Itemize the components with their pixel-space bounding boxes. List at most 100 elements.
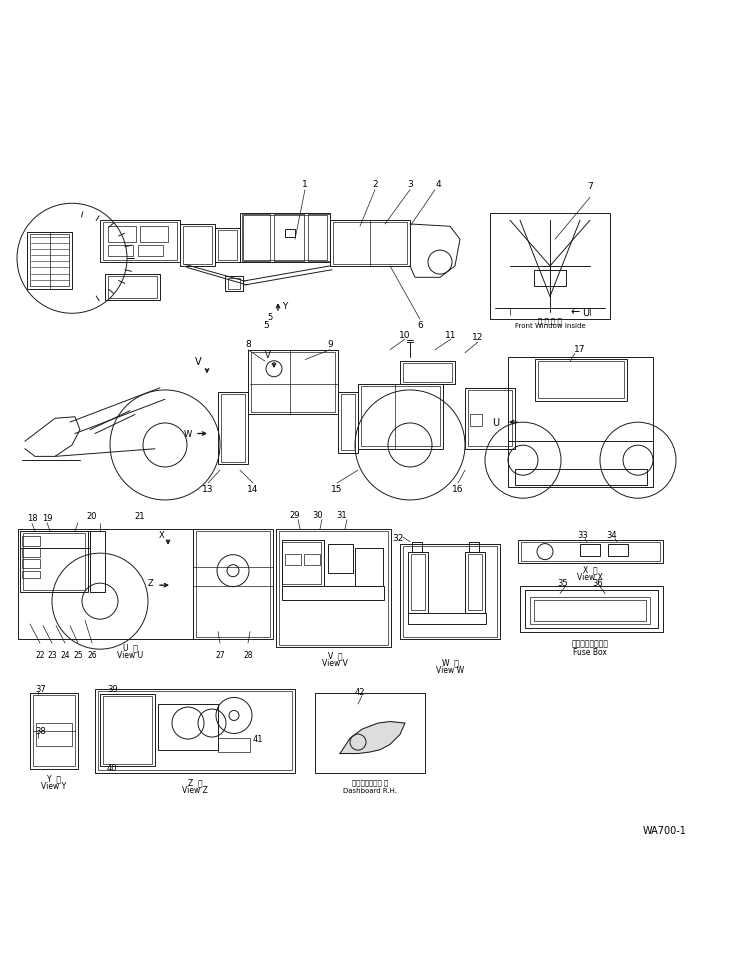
- Text: 34: 34: [607, 530, 617, 539]
- Bar: [282, 543, 321, 584]
- Text: 2: 2: [372, 180, 377, 189]
- Polygon shape: [340, 722, 405, 753]
- Text: ヒューズボックス: ヒューズボックス: [572, 639, 608, 648]
- Bar: [508, 357, 653, 487]
- Text: 19: 19: [42, 513, 52, 522]
- Text: 21: 21: [135, 511, 145, 520]
- Bar: [465, 388, 515, 450]
- Bar: [333, 223, 407, 264]
- Bar: [285, 554, 301, 565]
- Bar: [95, 689, 295, 773]
- Text: 6: 6: [417, 321, 423, 330]
- Bar: [328, 545, 353, 574]
- Bar: [33, 695, 75, 767]
- Bar: [330, 221, 410, 266]
- Text: 18: 18: [26, 513, 37, 522]
- Text: 9: 9: [327, 340, 333, 349]
- Text: 14: 14: [247, 484, 259, 493]
- Bar: [518, 541, 663, 563]
- Text: 32: 32: [392, 533, 404, 542]
- Bar: [282, 541, 324, 586]
- Bar: [248, 351, 338, 415]
- Bar: [408, 613, 486, 625]
- Bar: [98, 691, 292, 771]
- Bar: [100, 695, 155, 767]
- Text: 23: 23: [47, 651, 57, 659]
- Text: View U: View U: [117, 651, 143, 659]
- Bar: [196, 531, 270, 637]
- Bar: [108, 277, 157, 299]
- Bar: [400, 361, 455, 384]
- Text: 33: 33: [578, 530, 589, 539]
- Text: 37: 37: [35, 684, 45, 694]
- Bar: [470, 415, 482, 427]
- Text: Front Window Inside: Front Window Inside: [515, 323, 586, 329]
- Bar: [355, 548, 383, 586]
- Text: 3: 3: [407, 180, 413, 189]
- Bar: [412, 542, 422, 552]
- Bar: [535, 359, 627, 402]
- Bar: [20, 531, 88, 592]
- Text: Y  視: Y 視: [47, 774, 61, 782]
- Text: 前 窓 内 面: 前 窓 内 面: [538, 316, 562, 323]
- Text: 15: 15: [331, 484, 343, 493]
- Text: 29: 29: [290, 510, 301, 519]
- Bar: [30, 693, 78, 769]
- Bar: [27, 233, 72, 289]
- Bar: [276, 530, 391, 647]
- Bar: [251, 353, 335, 413]
- Text: 25: 25: [73, 651, 83, 659]
- Bar: [580, 545, 600, 556]
- Text: W  視: W 視: [441, 658, 458, 667]
- Text: 31: 31: [336, 510, 347, 519]
- Bar: [525, 590, 658, 628]
- Text: V: V: [195, 357, 202, 367]
- Text: 13: 13: [202, 484, 214, 493]
- Text: 40: 40: [107, 763, 117, 772]
- Bar: [22, 548, 40, 557]
- Text: W: W: [184, 430, 192, 438]
- Bar: [218, 739, 250, 752]
- Text: 38: 38: [35, 727, 45, 735]
- Text: 26: 26: [87, 651, 97, 659]
- Bar: [304, 554, 320, 565]
- Text: U  視: U 視: [122, 643, 138, 652]
- Bar: [240, 213, 330, 262]
- Bar: [490, 213, 610, 320]
- Text: X: X: [159, 530, 165, 540]
- Bar: [108, 245, 133, 257]
- Bar: [403, 547, 497, 637]
- Text: View W: View W: [436, 666, 464, 675]
- Bar: [242, 215, 270, 262]
- Text: 27: 27: [216, 651, 225, 659]
- Bar: [361, 387, 440, 447]
- Bar: [243, 215, 327, 260]
- Bar: [338, 392, 358, 453]
- Bar: [183, 227, 212, 264]
- Bar: [408, 552, 428, 613]
- Text: View X: View X: [577, 573, 603, 581]
- Bar: [215, 229, 240, 262]
- Bar: [358, 384, 443, 450]
- Bar: [105, 274, 160, 301]
- Bar: [108, 227, 136, 242]
- Bar: [36, 724, 72, 746]
- Text: 11: 11: [445, 331, 457, 339]
- Bar: [285, 230, 295, 237]
- Text: 16: 16: [452, 484, 464, 493]
- Bar: [22, 537, 40, 546]
- Bar: [520, 586, 663, 632]
- Bar: [103, 223, 177, 260]
- Bar: [608, 545, 628, 556]
- Bar: [534, 270, 566, 287]
- Text: Z  視: Z 視: [188, 777, 202, 786]
- Text: 39: 39: [107, 684, 117, 694]
- Bar: [20, 531, 90, 548]
- Bar: [23, 533, 85, 590]
- Bar: [228, 279, 240, 289]
- Bar: [411, 554, 425, 610]
- Bar: [538, 361, 624, 399]
- Text: X  視: X 視: [583, 565, 597, 574]
- Bar: [180, 225, 215, 266]
- Text: 36: 36: [592, 578, 603, 587]
